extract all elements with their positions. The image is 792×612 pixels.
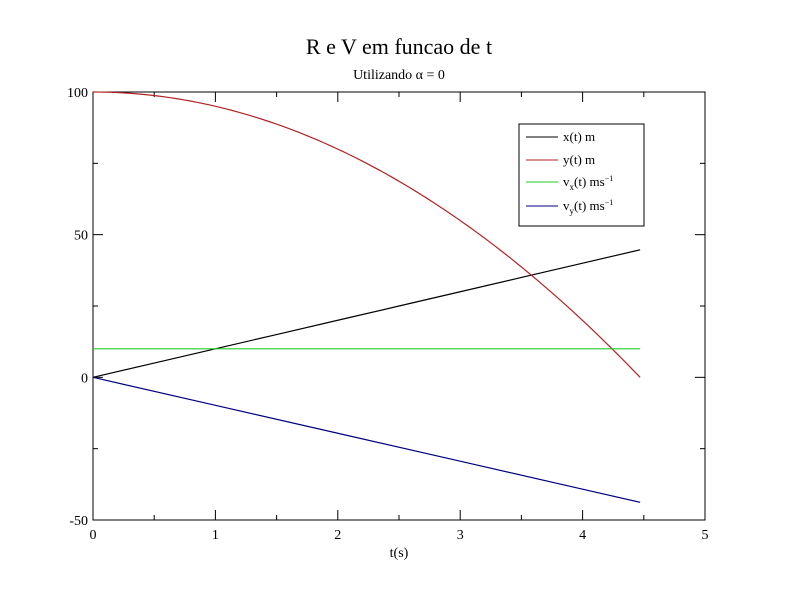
legend-box [518,123,645,227]
x-tick-label: 0 [90,528,97,543]
legend-label-x: x(t) m [563,129,595,144]
series-lines [92,91,641,503]
chart-title: R e V em funcao de t [306,34,492,59]
subtitle-prefix: Utilizando [353,68,416,83]
legend-label-vy: vy(t) ms−1 [563,198,613,216]
legend: x(t) m y(t) m vx(t) ms−1 vy(t) ms−1 [518,123,645,227]
legend-label-vx: vx(t) ms−1 [563,174,613,192]
series-line-vy [92,376,641,503]
subtitle-alpha-symbol: α [416,68,424,83]
x-axis-label: t(s) [390,546,409,561]
chart-subtitle: Utilizando α = 0 [353,68,445,83]
x-tick-label: 2 [334,528,341,543]
y-tick-label: 100 [67,86,88,101]
subtitle-suffix: = 0 [423,68,445,83]
x-tick-label: 3 [457,528,464,543]
y-tick-label: -50 [69,514,88,529]
y-tick-label: 50 [74,229,88,244]
series-line-y [92,91,641,378]
series-line-x [92,249,641,378]
legend-label-y: y(t) m [563,152,595,167]
x-tick-label: 4 [579,528,586,543]
y-tick-label: 0 [81,371,88,386]
x-tick-label: 1 [212,528,219,543]
x-tick-label: 5 [702,528,709,543]
